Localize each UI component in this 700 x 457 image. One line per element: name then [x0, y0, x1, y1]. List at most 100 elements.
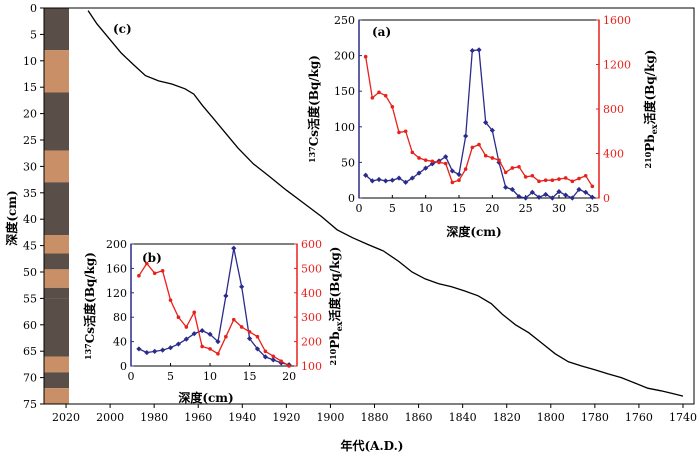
cs137-point: [207, 331, 213, 337]
cs137-point: [254, 346, 261, 352]
cs137-point: [136, 346, 142, 352]
pb210-point: [216, 352, 220, 356]
cs137-point: [576, 186, 582, 193]
x-tick-label: 1940: [228, 411, 256, 424]
y-tick-label: 40: [23, 213, 37, 226]
pb210-point: [423, 158, 428, 162]
cs137-point: [463, 133, 469, 139]
inset-left-tick-label: 150: [334, 85, 355, 98]
pb210-point: [483, 153, 488, 158]
pb210-point: [537, 179, 541, 184]
core-layer: [44, 50, 69, 93]
inset-x-tick-label: 15: [452, 202, 466, 215]
core-layer: [44, 269, 69, 288]
x-tick-label: 2020: [52, 411, 80, 424]
pb210-point: [168, 298, 173, 302]
pb210-point: [231, 317, 236, 322]
inset-x-tick-label: 15: [243, 370, 257, 383]
cs137-point: [489, 127, 495, 133]
pb210-point: [208, 347, 212, 351]
inset-right-tick-label: 0: [603, 192, 610, 205]
sediment-core-column: [44, 8, 69, 404]
panel-label-c: (c): [113, 22, 132, 36]
pb210-point: [137, 273, 141, 278]
pb210-point: [463, 167, 468, 171]
cs137-point: [569, 195, 575, 201]
y-tick-label: 50: [23, 266, 37, 279]
inset-x-tick-label: 30: [552, 202, 566, 215]
cs137-point: [403, 179, 409, 185]
pb210-point: [517, 165, 521, 169]
cs137-point: [383, 178, 389, 184]
pb210-point: [417, 156, 421, 160]
cs137-point: [160, 347, 166, 353]
pb210-point: [477, 142, 481, 147]
pb210-point: [437, 160, 441, 165]
y-tick-label: 10: [23, 55, 37, 68]
y-tick-label: 5: [30, 28, 37, 41]
inset-b-chart: (b) 137Cs活度(Bq/kg) 210Pbex活度(Bq/kg) 深度(c…: [82, 238, 344, 405]
pb210-point: [224, 334, 228, 339]
pb210-point: [503, 170, 508, 175]
pb210-point: [255, 334, 260, 339]
x-tick-label: 1800: [537, 411, 565, 424]
pb210-point: [370, 96, 375, 100]
inset-left-tick-label: 200: [334, 50, 355, 63]
pb210-point: [160, 269, 165, 273]
pb210-point: [390, 104, 395, 109]
cs137-point: [363, 172, 369, 178]
cs137-point: [144, 349, 150, 356]
inset-left-tick-label: 0: [348, 192, 355, 205]
x-tick-label: 1880: [361, 411, 389, 424]
inset-x-tick-label: 10: [203, 370, 217, 383]
pb210-point: [287, 364, 291, 368]
panel-label-a: (a): [372, 25, 391, 39]
cs137-point: [483, 119, 489, 126]
inset-right-tick-label: 1200: [603, 59, 631, 72]
cs137-point: [523, 195, 529, 201]
core-layer: [44, 182, 69, 236]
inset-right-tick-label: 400: [603, 148, 624, 161]
inset-a-right-axis-label: 210Pbex活度(Bq/kg): [642, 50, 659, 169]
pb210-point: [470, 145, 475, 150]
inset-x-tick-label: 10: [419, 202, 433, 215]
inset-right-tick-label: 500: [301, 262, 322, 275]
y-tick-label: 60: [23, 319, 37, 332]
x-tick-label: 1780: [581, 411, 609, 424]
core-layer: [44, 388, 69, 404]
cs137-point: [516, 193, 522, 200]
cs137-point: [376, 176, 382, 183]
cs137-point: [409, 175, 415, 181]
cs137-point: [278, 360, 284, 366]
cs137-point: [389, 177, 395, 183]
inset-left-tick-label: 250: [334, 14, 355, 27]
pb210-point: [450, 180, 455, 185]
inset-x-tick-label: 5: [389, 202, 396, 215]
core-layer: [44, 235, 69, 254]
pb210-point: [279, 359, 283, 363]
y-tick-label: 55: [23, 292, 37, 305]
cs137-point: [503, 184, 509, 190]
cs137-point: [563, 192, 569, 198]
pb210-point: [263, 349, 268, 354]
x-tick-label: 1840: [449, 411, 477, 424]
cs137-point: [152, 348, 158, 354]
inset-right-tick-label: 200: [301, 336, 322, 349]
y-tick-label: 0: [30, 2, 37, 15]
cs137-point: [183, 336, 189, 342]
cs137-point: [423, 165, 429, 171]
pb210-point: [377, 90, 381, 95]
cs137-point: [449, 168, 455, 174]
pb210-point: [363, 54, 368, 59]
cs137-point: [529, 189, 535, 195]
inset-right-tick-label: 100: [301, 360, 322, 373]
inset-a-x-axis-label: 深度(cm): [446, 224, 501, 239]
core-layer: [44, 92, 69, 151]
pb210-point: [543, 178, 548, 182]
cs137-point: [416, 170, 422, 176]
pb210-point: [443, 161, 448, 166]
x-tick-label: 1860: [405, 411, 433, 424]
panel-label-b: (b): [142, 251, 162, 265]
